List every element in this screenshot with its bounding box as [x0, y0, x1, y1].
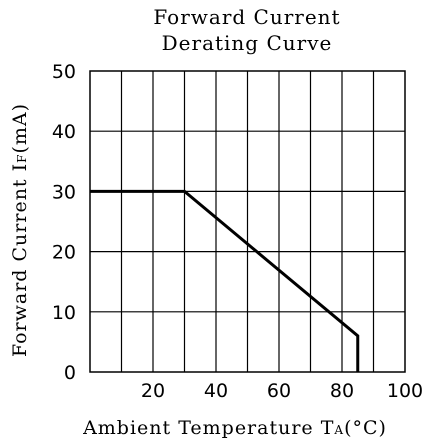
plot-frame: [89, 70, 406, 373]
x-tick-label: 100: [387, 380, 423, 402]
x-axis-label: Ambient Temperature TA(°C): [82, 417, 387, 439]
y-tick-label: 10: [52, 302, 76, 324]
y-tick-label: 40: [52, 121, 76, 143]
x-tick-label: 40: [204, 380, 228, 402]
series-layer: [90, 189, 360, 372]
derating-curve-line: [90, 189, 360, 372]
x-axis-label-subscript: A: [333, 423, 344, 437]
x-tick-label: 80: [330, 380, 354, 402]
y-axis-label-unit: (mA): [9, 103, 31, 154]
tick-labels: 20 40 60 80 100 0 10 20 30 40 50: [52, 61, 423, 402]
y-tick-label: 50: [52, 61, 76, 83]
y-tick-label: 20: [52, 242, 76, 264]
y-tick-label: 30: [52, 181, 76, 203]
y-axis-label-main: Forward Current I: [9, 163, 31, 357]
chart-title-line2: Derating Curve: [162, 31, 333, 55]
chart-title-line1: Forward Current: [153, 5, 340, 29]
x-tick-label: 60: [267, 380, 291, 402]
grid-lines: [90, 71, 405, 372]
y-tick-label: 0: [64, 362, 76, 384]
y-axis-label: Forward Current IF(mA): [9, 103, 31, 357]
x-tick-label: 20: [141, 380, 165, 402]
y-axis-label-subscript: F: [15, 154, 29, 163]
x-axis-label-main: Ambient Temperature T: [82, 417, 334, 439]
x-axis-label-unit: (°C): [344, 417, 387, 439]
